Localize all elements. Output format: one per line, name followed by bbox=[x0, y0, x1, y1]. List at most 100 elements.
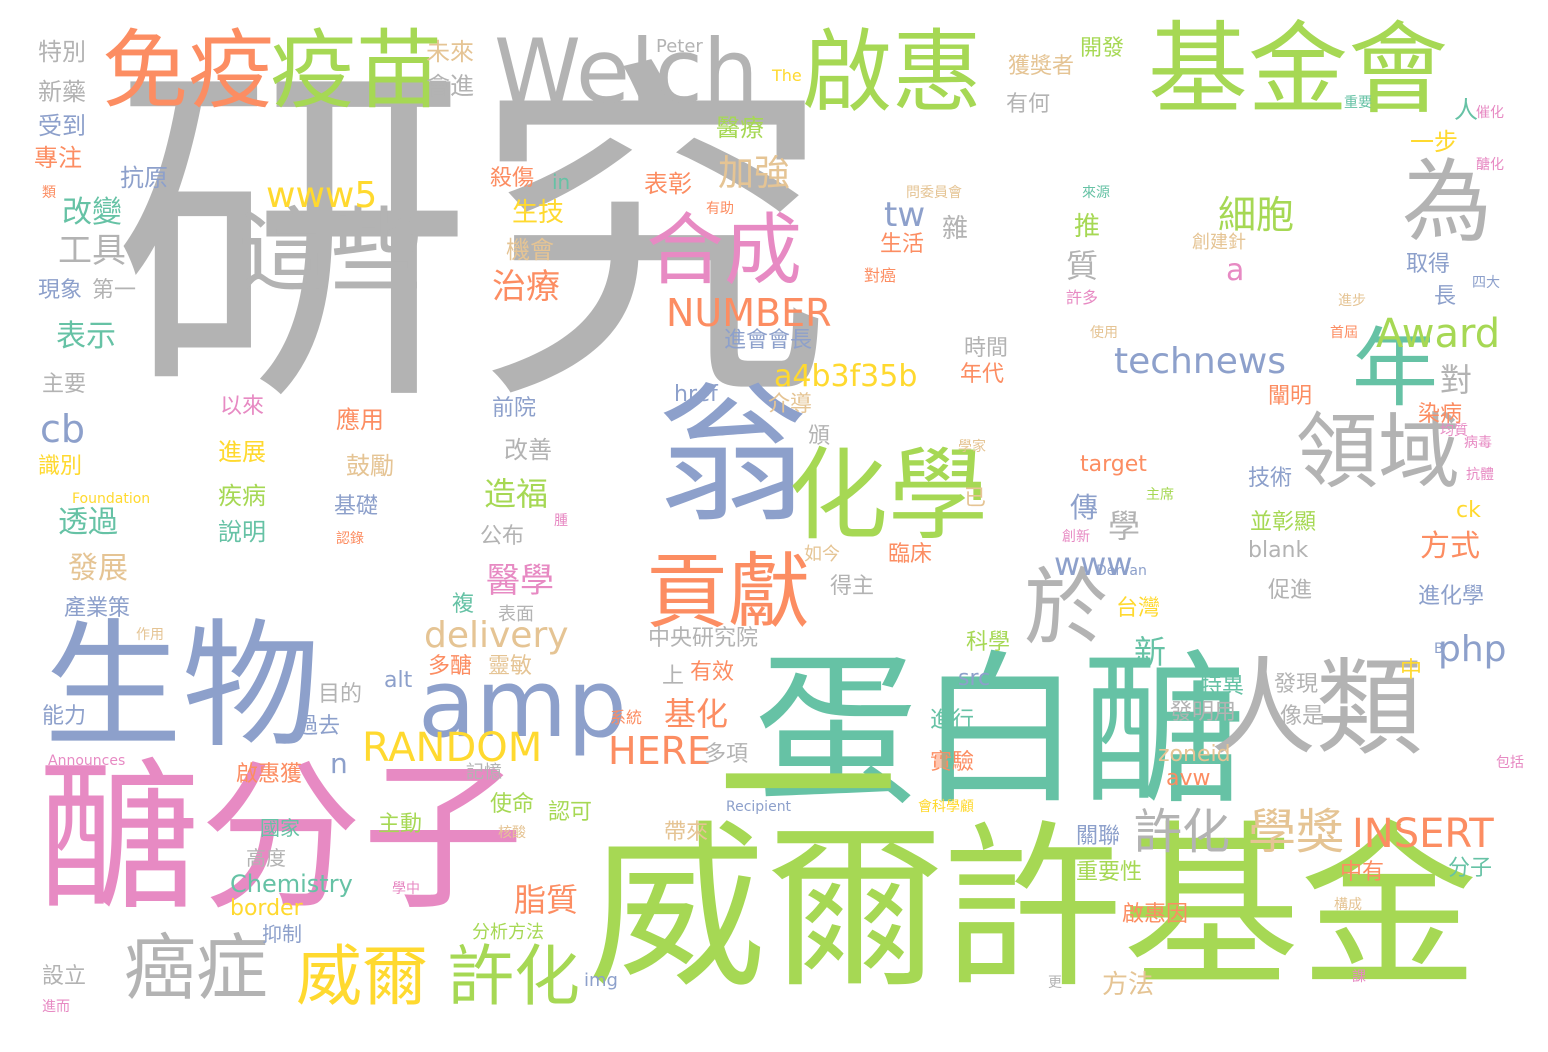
word-168: 帶來 bbox=[664, 820, 709, 845]
word-153: 過去 bbox=[296, 714, 341, 739]
word-178: 國家 bbox=[260, 816, 300, 840]
word-20: 於 bbox=[1024, 559, 1109, 657]
word-196: 會科學顧 bbox=[918, 799, 974, 815]
word-100: href bbox=[674, 382, 718, 407]
word-1: 醣分子 bbox=[38, 745, 524, 933]
word-146: 多醣 bbox=[428, 654, 473, 679]
word-15: 合成 bbox=[646, 206, 803, 296]
word-112: 染病 bbox=[1418, 402, 1463, 427]
word-95: 鼓勵 bbox=[346, 452, 394, 480]
word-99: 前院 bbox=[492, 396, 537, 421]
word-104: 介導 bbox=[768, 392, 813, 417]
word-111: 闡明 bbox=[1268, 384, 1313, 409]
word-143: 中央研究院 bbox=[648, 626, 759, 651]
word-41: 細胞 bbox=[1218, 193, 1295, 237]
word-125: 雜 bbox=[942, 214, 969, 244]
word-103: 年代 bbox=[960, 362, 1005, 387]
word-175: 分析方法 bbox=[472, 922, 544, 943]
word-17: 為 bbox=[1402, 150, 1492, 255]
word-70: 受到 bbox=[38, 112, 86, 140]
word-76: The bbox=[772, 66, 802, 85]
word-121: 進步 bbox=[1338, 293, 1366, 309]
word-184: 作用 bbox=[136, 627, 164, 643]
word-148: 有效 bbox=[690, 660, 735, 685]
word-122: 首屆 bbox=[1330, 325, 1358, 341]
word-14: 這些 bbox=[238, 198, 423, 305]
word-140: 如今 bbox=[804, 544, 840, 565]
word-119: 長 bbox=[1434, 284, 1457, 309]
word-189: 學中 bbox=[392, 881, 420, 897]
word-136: 創新 bbox=[1062, 529, 1090, 545]
word-19: 領域 bbox=[1296, 405, 1461, 500]
word-124: 推 bbox=[1074, 212, 1101, 242]
word-158: 發明用 bbox=[1170, 700, 1237, 725]
word-155: 進行 bbox=[930, 708, 975, 733]
word-46: 脂質 bbox=[514, 881, 579, 919]
word-162: avw bbox=[1166, 766, 1211, 791]
word-171: 中有 bbox=[1340, 860, 1385, 885]
word-29: HERE bbox=[608, 729, 711, 773]
word-48: 工具 bbox=[58, 231, 126, 271]
word-45: 造福 bbox=[484, 475, 549, 513]
word-133: 主席 bbox=[1146, 487, 1174, 503]
word-176: img bbox=[584, 970, 618, 991]
word-35: www5 bbox=[266, 175, 378, 216]
word-195: B bbox=[1434, 641, 1444, 657]
word-130: 創建針 bbox=[1192, 232, 1246, 253]
word-12: 免疫 bbox=[102, 21, 274, 121]
word-188: 核酸 bbox=[498, 825, 526, 841]
word-174: 方法 bbox=[1102, 970, 1155, 1000]
word-191: 課 bbox=[1352, 969, 1366, 985]
word-132: 有助 bbox=[706, 201, 734, 217]
word-52: 發展 bbox=[68, 551, 128, 586]
word-49: 改變 bbox=[62, 195, 122, 230]
word-91: 疾病 bbox=[218, 482, 266, 510]
word-177: 主動 bbox=[378, 812, 423, 837]
word-108: 並彰顯 bbox=[1250, 510, 1317, 535]
word-72: 特別 bbox=[38, 38, 86, 66]
word-139: 得主 bbox=[830, 574, 875, 599]
word-105: 頒 bbox=[808, 424, 831, 449]
word-113: 病毒 bbox=[1464, 435, 1492, 451]
word-13: 疫苗 bbox=[270, 21, 442, 121]
word-85: 現象 bbox=[38, 278, 83, 303]
word-6: 翁 bbox=[658, 370, 809, 544]
word-59: n bbox=[330, 747, 348, 780]
word-161: zoneid bbox=[1158, 742, 1231, 767]
word-51: 透過 bbox=[58, 505, 118, 540]
word-170: 重要性 bbox=[1076, 860, 1143, 885]
word-82: 醣化 bbox=[1476, 157, 1504, 173]
word-79: 開發 bbox=[1080, 36, 1125, 61]
word-92: 說明 bbox=[218, 518, 266, 546]
word-90: 進展 bbox=[218, 438, 266, 466]
word-10: Welch bbox=[494, 20, 759, 123]
word-138: 臨床 bbox=[888, 542, 933, 567]
word-64: 表彰 bbox=[644, 170, 692, 198]
word-7: amp bbox=[418, 650, 627, 759]
word-98: 改善 bbox=[504, 436, 552, 464]
word-42: 加強 bbox=[718, 153, 791, 194]
word-27: INSERT bbox=[1352, 811, 1494, 857]
word-61: border bbox=[230, 896, 303, 921]
word-39: cb bbox=[40, 407, 86, 451]
word-186: Announces bbox=[48, 753, 126, 769]
word-157: 特異 bbox=[1200, 674, 1245, 699]
word-173: 啟惠因 bbox=[1122, 902, 1189, 927]
word-21: 貢獻 bbox=[646, 545, 811, 640]
word-8: 化學 bbox=[788, 437, 988, 554]
word-18: 年 bbox=[1352, 319, 1438, 419]
word-194: 中 bbox=[1400, 658, 1423, 683]
word-172: 分子 bbox=[1448, 856, 1493, 881]
word-120: 四大 bbox=[1472, 275, 1500, 291]
word-22: 癌症 bbox=[124, 926, 269, 1010]
word-185: 能力 bbox=[42, 704, 87, 729]
word-40: a bbox=[1226, 253, 1245, 288]
word-26: 學獎 bbox=[1248, 804, 1345, 860]
word-187: Recipient bbox=[726, 799, 792, 815]
word-102: 時間 bbox=[964, 336, 1009, 361]
word-166: 使命 bbox=[490, 792, 535, 817]
word-167: 認可 bbox=[548, 800, 593, 825]
word-165: 啟惠獲 bbox=[236, 762, 303, 787]
word-77: 獲獎者 bbox=[1008, 54, 1075, 79]
